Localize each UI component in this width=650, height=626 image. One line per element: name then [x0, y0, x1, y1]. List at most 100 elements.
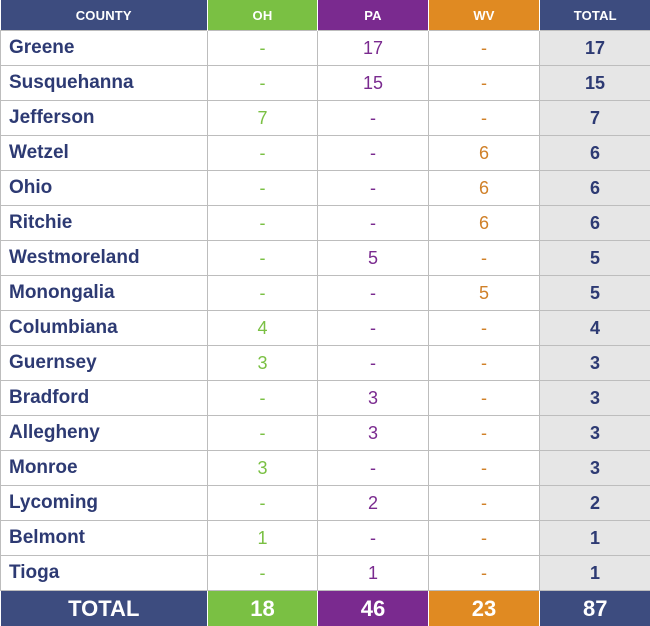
pa-cell: - [318, 346, 429, 381]
county-cell: Wetzel [1, 136, 208, 171]
total-cell: 3 [540, 346, 650, 381]
oh-cell: 3 [208, 451, 318, 486]
county-cell: Ritchie [1, 206, 208, 241]
pa-cell: - [318, 521, 429, 556]
total-cell: 2 [540, 486, 650, 521]
wv-cell: - [429, 241, 540, 276]
pa-cell: 5 [318, 241, 429, 276]
county-cell: Monongalia [1, 276, 208, 311]
oh-cell: - [208, 276, 318, 311]
table-row: Jefferson 7 - - 7 [1, 101, 650, 136]
wv-cell: 6 [429, 206, 540, 241]
oh-cell: 4 [208, 311, 318, 346]
county-cell: Susquehanna [1, 66, 208, 101]
total-cell: 7 [540, 101, 650, 136]
total-cell: 3 [540, 381, 650, 416]
pa-cell: - [318, 171, 429, 206]
table-row: Bradford - 3 - 3 [1, 381, 650, 416]
total-cell: 4 [540, 311, 650, 346]
total-cell: 5 [540, 241, 650, 276]
oh-cell: 7 [208, 101, 318, 136]
pa-cell: 2 [318, 486, 429, 521]
total-cell: 3 [540, 416, 650, 451]
pa-cell: - [318, 101, 429, 136]
wv-cell: 6 [429, 136, 540, 171]
wv-cell: 5 [429, 276, 540, 311]
wv-cell: - [429, 451, 540, 486]
total-cell: 1 [540, 556, 650, 591]
pa-cell: 3 [318, 381, 429, 416]
oh-cell: - [208, 486, 318, 521]
oh-cell: 1 [208, 521, 318, 556]
header-row: COUNTY OH PA WV TOTAL [1, 0, 650, 31]
table-row: Allegheny - 3 - 3 [1, 416, 650, 451]
footer-total-label: TOTAL [1, 591, 208, 626]
table-row: Guernsey 3 - - 3 [1, 346, 650, 381]
pa-cell: - [318, 136, 429, 171]
pa-cell: 1 [318, 556, 429, 591]
total-cell: 6 [540, 171, 650, 206]
header-pa: PA [318, 0, 429, 31]
county-cell: Belmont [1, 521, 208, 556]
total-cell: 5 [540, 276, 650, 311]
footer-grand-total: 87 [540, 591, 650, 626]
oh-cell: - [208, 206, 318, 241]
wv-cell: - [429, 31, 540, 66]
oh-cell: - [208, 556, 318, 591]
header-oh: OH [208, 0, 318, 31]
table-row: Columbiana 4 - - 4 [1, 311, 650, 346]
oh-cell: - [208, 241, 318, 276]
pa-cell: - [318, 276, 429, 311]
total-cell: 6 [540, 136, 650, 171]
oh-cell: - [208, 416, 318, 451]
table-row: Monroe 3 - - 3 [1, 451, 650, 486]
pa-cell: - [318, 451, 429, 486]
total-cell: 15 [540, 66, 650, 101]
wv-cell: - [429, 311, 540, 346]
wv-cell: - [429, 521, 540, 556]
county-cell: Lycoming [1, 486, 208, 521]
wv-cell: - [429, 346, 540, 381]
table-row: Susquehanna - 15 - 15 [1, 66, 650, 101]
county-cell: Guernsey [1, 346, 208, 381]
header-total: TOTAL [540, 0, 650, 31]
pa-cell: 17 [318, 31, 429, 66]
oh-cell: - [208, 31, 318, 66]
oh-cell: - [208, 136, 318, 171]
footer-oh-total: 18 [208, 591, 318, 626]
table-row: Belmont 1 - - 1 [1, 521, 650, 556]
pa-cell: 15 [318, 66, 429, 101]
header-county: COUNTY [1, 0, 208, 31]
pa-cell: 3 [318, 416, 429, 451]
table-row: Westmoreland - 5 - 5 [1, 241, 650, 276]
oh-cell: 3 [208, 346, 318, 381]
table-row: Ritchie - - 6 6 [1, 206, 650, 241]
wv-cell: - [429, 486, 540, 521]
wv-cell: - [429, 101, 540, 136]
wv-cell: - [429, 381, 540, 416]
county-cell: Monroe [1, 451, 208, 486]
header-wv: WV [429, 0, 540, 31]
county-cell: Westmoreland [1, 241, 208, 276]
footer-total-row: TOTAL 18 46 23 87 [1, 591, 650, 626]
pa-cell: - [318, 311, 429, 346]
oh-cell: - [208, 381, 318, 416]
total-cell: 6 [540, 206, 650, 241]
table-row: Lycoming - 2 - 2 [1, 486, 650, 521]
table-body: Greene - 17 - 17 Susquehanna - 15 - 15 J… [1, 31, 650, 591]
table-row: Tioga - 1 - 1 [1, 556, 650, 591]
total-cell: 1 [540, 521, 650, 556]
total-cell: 17 [540, 31, 650, 66]
wv-cell: - [429, 556, 540, 591]
table-row: Wetzel - - 6 6 [1, 136, 650, 171]
footer-pa-total: 46 [318, 591, 429, 626]
table-row: Ohio - - 6 6 [1, 171, 650, 206]
pa-cell: - [318, 206, 429, 241]
wv-cell: - [429, 66, 540, 101]
wv-cell: - [429, 416, 540, 451]
total-cell: 3 [540, 451, 650, 486]
county-cell: Bradford [1, 381, 208, 416]
county-cell: Ohio [1, 171, 208, 206]
table-row: Greene - 17 - 17 [1, 31, 650, 66]
